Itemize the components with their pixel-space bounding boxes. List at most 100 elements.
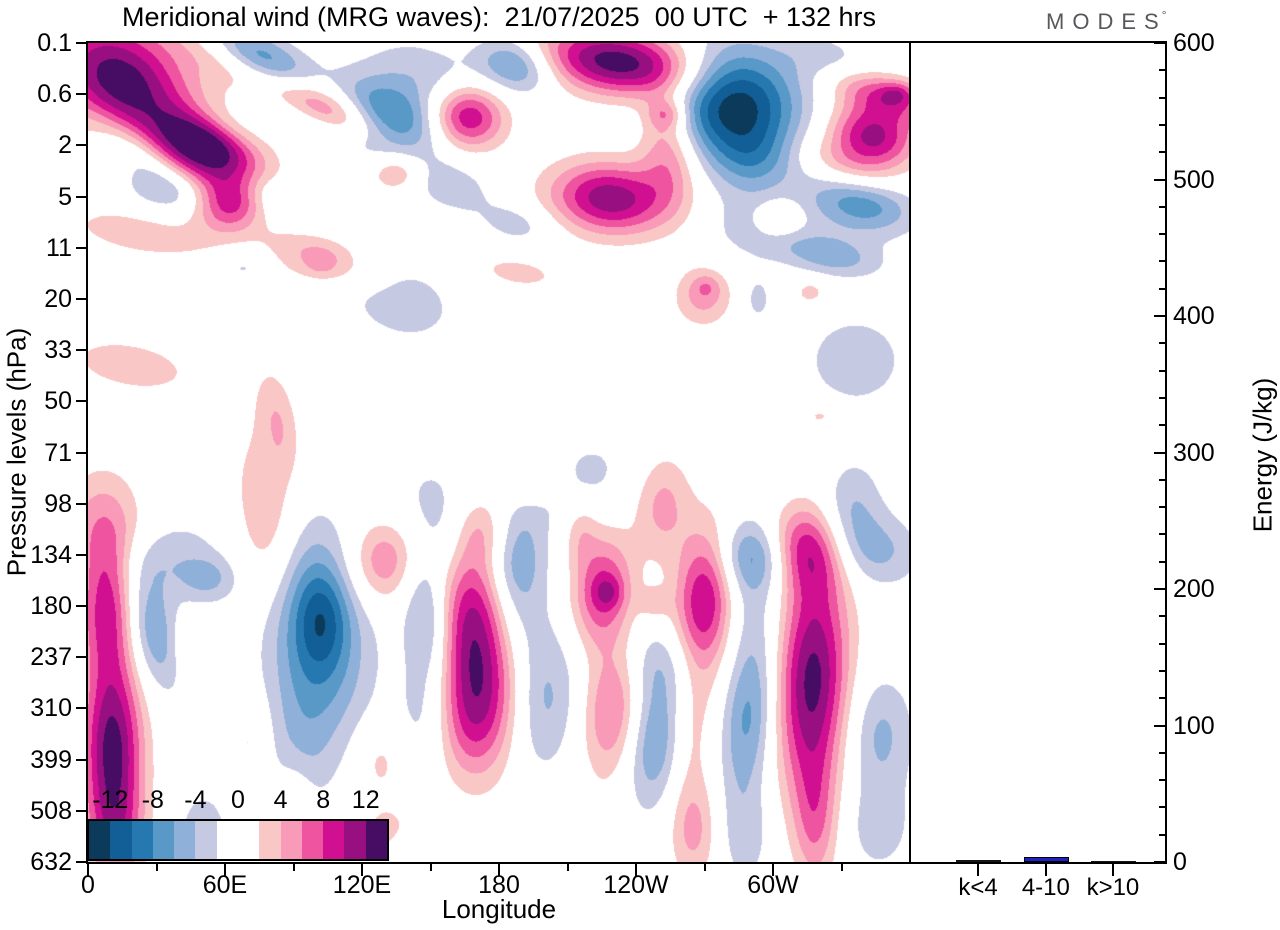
energy-minor-tick	[1159, 533, 1165, 536]
pressure-tick	[76, 297, 86, 300]
wavenumber-tick-label: k<4	[958, 874, 998, 901]
energy-bar-410	[1023, 857, 1069, 862]
chart-title: Meridional wind (MRG waves): 21/07/2025 …	[121, 2, 877, 32]
pressure-tick-label: 33	[44, 336, 72, 365]
energy-minor-tick	[1159, 123, 1165, 126]
longitude-tick	[361, 864, 363, 876]
pressure-tick	[76, 42, 86, 44]
pressure-tick	[76, 93, 86, 96]
colorbar-segment	[216, 821, 260, 859]
contour-field-canvas	[88, 43, 910, 862]
pressure-tick	[76, 656, 86, 659]
longitude-tick-label: 0	[81, 871, 95, 899]
colorbar-segment	[174, 821, 196, 859]
colorbar-tick-label: 4	[273, 786, 288, 814]
energy-minor-tick	[1159, 260, 1165, 263]
pressure-tick-label: 508	[30, 796, 72, 825]
colorbar-segment	[110, 821, 132, 859]
energy-tick-label: 500	[1173, 165, 1215, 194]
longitude-minor-tick	[429, 864, 432, 871]
pressure-tick	[76, 605, 86, 608]
pressure-tick-label: 50	[44, 387, 72, 416]
energy-bar-k10	[1090, 861, 1136, 862]
colorbar-segment	[259, 821, 281, 859]
pressure-tick-label: 11	[46, 233, 72, 262]
colorbar-tick-label: 12	[351, 786, 380, 814]
energy-minor-tick	[1159, 669, 1165, 672]
longitude-tick-label: 180	[478, 871, 520, 899]
pressure-tick-label: 20	[44, 284, 72, 313]
pressure-tick-label: 237	[30, 643, 72, 672]
energy-tick-label: 300	[1173, 438, 1215, 467]
pressure-tick-label: 180	[30, 592, 72, 621]
colorbar-segment	[344, 821, 366, 859]
energy-minor-tick	[1159, 642, 1165, 645]
energy-tick	[1154, 724, 1165, 727]
wavenumber-tick	[977, 864, 980, 876]
energy-tick-label: 200	[1173, 575, 1215, 603]
energy-minor-tick	[1159, 506, 1165, 509]
main-plot-frame	[86, 41, 911, 864]
colorbar-segment	[152, 821, 175, 859]
pressure-tick	[76, 707, 86, 710]
energy-tick	[1154, 588, 1165, 590]
energy-tick-label: 100	[1173, 711, 1215, 740]
longitude-minor-tick	[566, 864, 569, 871]
wavenumber-tick-label: 4-10	[1021, 874, 1070, 901]
pressure-tick-label: 2	[58, 131, 72, 160]
longitude-minor-tick	[155, 864, 158, 871]
longitude-tick-label: 120W	[603, 871, 669, 899]
colorbar-tick-label: 8	[316, 786, 331, 814]
pressure-tick	[76, 246, 86, 249]
pressure-tick	[76, 400, 86, 403]
energy-minor-tick	[1159, 69, 1165, 72]
energy-minor-tick	[1159, 615, 1165, 618]
energy-minor-tick	[1159, 369, 1165, 372]
energy-minor-tick	[1159, 424, 1165, 427]
energy-minor-tick	[1159, 205, 1165, 208]
colorbar-segment	[131, 821, 153, 859]
colorbar-segment	[365, 821, 387, 859]
pressure-tick-label: 399	[30, 745, 72, 774]
colorbar-segment	[323, 821, 345, 859]
modes-logo-text: MODES	[1046, 9, 1167, 34]
energy-minor-tick	[1159, 96, 1165, 99]
energy-tick	[1154, 42, 1165, 44]
pressure-tick	[76, 758, 86, 761]
energy-minor-tick	[1159, 151, 1165, 154]
energy-panel-frame	[909, 41, 1167, 864]
colorbar-segment	[280, 821, 302, 859]
energy-tick-label: 600	[1173, 29, 1215, 57]
pressure-tick-label: 134	[30, 540, 72, 569]
pressure-tick-label: 310	[30, 694, 72, 723]
energy-tick	[1154, 178, 1165, 181]
longitude-minor-tick	[292, 864, 295, 871]
longitude-tick	[772, 864, 774, 876]
pressure-tick	[76, 502, 86, 505]
colorbar-segment	[89, 821, 111, 859]
modes-logo-mark: °	[1161, 8, 1167, 22]
pressure-tick-label: 98	[44, 489, 72, 518]
pressure-tick-label: 5	[58, 182, 72, 211]
pressure-tick	[76, 809, 86, 812]
modes-logo: MODES°	[1046, 8, 1167, 35]
wavenumber-tick	[1111, 864, 1114, 876]
longitude-tick	[498, 864, 500, 876]
colorbar-tick-label: -4	[184, 786, 207, 814]
energy-minor-tick	[1159, 751, 1165, 754]
energy-minor-tick	[1159, 806, 1165, 809]
longitude-tick-label: 60E	[202, 871, 248, 899]
energy-minor-tick	[1159, 697, 1165, 700]
energy-minor-tick	[1159, 478, 1165, 481]
pressure-tick	[76, 861, 86, 863]
energy-bar-k4	[956, 860, 1002, 862]
longitude-minor-tick	[840, 864, 843, 871]
energy-minor-tick	[1159, 560, 1165, 563]
colorbar-segment	[195, 821, 217, 859]
colorbar-segment	[301, 821, 324, 859]
energy-minor-tick	[1159, 396, 1165, 399]
pressure-tick	[76, 451, 86, 454]
pressure-tick-label: 0.1	[37, 29, 72, 57]
longitude-tick	[224, 864, 226, 876]
